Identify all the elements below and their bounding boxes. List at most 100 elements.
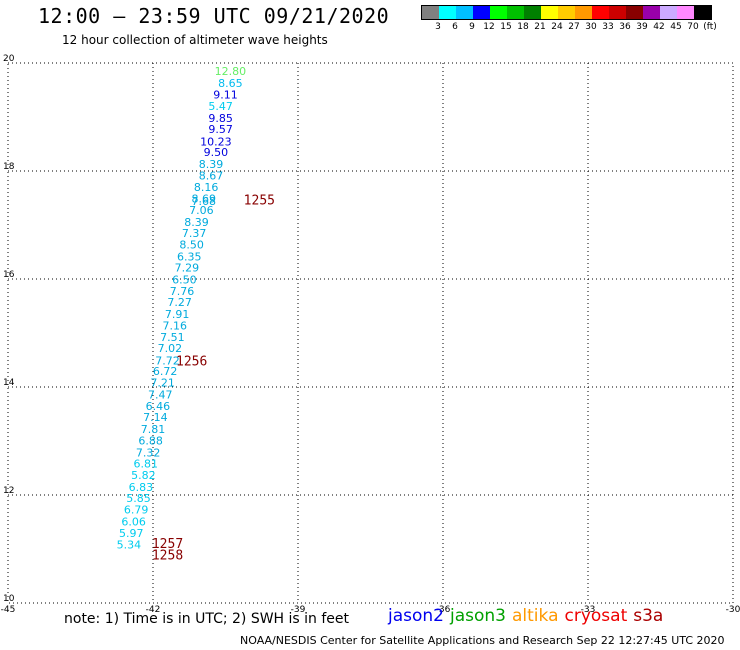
data-point-label: 6.06	[121, 515, 146, 528]
data-point-label: 5.34	[117, 539, 142, 552]
data-point-label: 7.02	[158, 342, 183, 355]
color-scale-label: 42	[653, 22, 665, 32]
y-tick-label: 14	[3, 378, 15, 388]
data-point-label: 7.21	[150, 377, 175, 390]
data-point-label: 9.11	[213, 88, 238, 101]
color-scale-label: 27	[568, 22, 580, 32]
page-subtitle: 12 hour collection of altimeter wave hei…	[62, 33, 328, 47]
color-swatch	[558, 6, 575, 19]
data-point-label: 5.97	[119, 527, 144, 540]
color-swatch	[694, 6, 711, 19]
color-scale-label: (ft)	[703, 22, 717, 32]
color-scale-label: 6	[452, 22, 458, 32]
color-swatch	[490, 6, 507, 19]
data-point-label: 7.06	[189, 204, 214, 217]
color-scale-label: 24	[551, 22, 563, 32]
satellite-legend: jason2 jason3 altika cryosat s3a	[388, 606, 669, 626]
data-point-label: 5.85	[126, 492, 151, 505]
data-point-label: 7.37	[182, 227, 207, 240]
data-point-label: 8.39	[184, 216, 209, 229]
color-swatch	[575, 6, 592, 19]
data-point-label: 8.65	[218, 77, 243, 90]
color-scale-label: 33	[602, 22, 614, 32]
data-point-label: 8.69	[192, 193, 217, 206]
color-scale-legend: 3 6 9 12 15 18 21 24 27 30 33 36 39 42 45 70 (ft)	[421, 5, 717, 32]
color-scale-labels: 3 6 9 12 15 18 21 24 27 30 33 36 39 42 45 70 (ft)	[421, 20, 717, 32]
data-point-label: 12.80	[215, 65, 247, 78]
color-swatch	[541, 6, 558, 19]
data-point-label: 6.50	[172, 274, 197, 287]
color-scale-label: 36	[619, 22, 631, 32]
color-scale-label: 30	[585, 22, 597, 32]
color-swatch	[507, 6, 524, 19]
data-point-label: 7.29	[175, 262, 200, 275]
data-point-label: 7.16	[163, 319, 188, 332]
y-tick-label: 10	[3, 594, 15, 604]
color-scale-label: 70	[687, 22, 699, 32]
data-point-label: 5.82	[131, 469, 156, 482]
data-point-label: 6.81	[134, 458, 159, 471]
color-swatch	[439, 6, 456, 19]
data-point-label: 7.76	[170, 285, 195, 298]
data-point-label: 10.23	[200, 135, 232, 148]
plot-frame	[7, 62, 734, 604]
time-annotation: 1257	[152, 537, 183, 552]
color-swatch	[592, 6, 609, 19]
y-tick-label: 12	[3, 486, 14, 496]
data-point-label: 6.88	[138, 434, 163, 447]
color-swatch	[456, 6, 473, 19]
data-point-label: 8.16	[194, 181, 219, 194]
color-scale-swatches	[421, 5, 712, 20]
color-scale-label: 18	[517, 22, 529, 32]
satellite-legend-cryosat: cryosat	[564, 606, 628, 626]
color-swatch	[643, 6, 660, 19]
color-scale-label: 15	[500, 22, 512, 32]
satellite-legend-jason2: jason2	[388, 606, 444, 626]
data-point-label: 6.72	[153, 365, 178, 378]
color-swatch	[609, 6, 626, 19]
time-annotation: 1255	[244, 194, 275, 209]
color-swatch	[626, 6, 643, 19]
data-point-label: 5.47	[208, 100, 233, 113]
y-tick-label: 20	[3, 54, 15, 64]
color-scale-label: 39	[636, 22, 648, 32]
data-point-label: 9.50	[204, 146, 229, 159]
data-point-label: 6.46	[146, 400, 171, 413]
satellite-legend-altika: altika	[512, 606, 559, 626]
data-point-label: 6.35	[177, 250, 202, 263]
color-scale-label: 45	[670, 22, 682, 32]
color-scale-label: 21	[534, 22, 546, 32]
y-tick-label: 16	[3, 270, 15, 280]
color-scale-label: 3	[435, 22, 441, 32]
data-point-label: 7.72	[155, 355, 180, 368]
y-tick-label: 18	[3, 162, 15, 172]
time-annotation: 1258	[152, 548, 183, 563]
data-point-label: 7.81	[141, 423, 166, 436]
color-swatch	[473, 6, 490, 19]
x-tick-label: -33	[581, 605, 596, 615]
color-scale-label: 9	[469, 22, 475, 32]
data-point-label: 6.79	[124, 504, 149, 517]
data-point-label: 7.68	[192, 195, 217, 208]
color-swatch	[660, 6, 677, 19]
data-point-label: 8.50	[179, 238, 204, 251]
footer-credit: NOAA/NESDIS Center for Satellite Applica…	[240, 634, 725, 647]
satellite-legend-jason3: jason3	[450, 606, 506, 626]
time-annotation: 1256	[176, 355, 207, 370]
footer-note: note: 1) Time is in UTC; 2) SWH is in fe…	[64, 611, 350, 627]
data-point-label: 6.83	[129, 481, 154, 494]
data-point-label: 7.27	[167, 296, 192, 309]
satellite-legend-s3a: s3a	[633, 606, 664, 626]
color-swatch	[422, 6, 439, 19]
data-point-label: 7.51	[160, 331, 185, 344]
data-point-label: 9.85	[208, 112, 233, 125]
data-point-label: 8.67	[199, 169, 224, 182]
x-tick-label: -39	[291, 605, 306, 615]
data-point-label: 7.32	[136, 446, 161, 459]
x-tick-label: -36	[436, 605, 451, 615]
x-tick-label: -45	[1, 605, 16, 615]
data-point-label: 7.47	[148, 389, 173, 402]
x-tick-label: -42	[146, 605, 161, 615]
color-swatch	[677, 6, 694, 19]
